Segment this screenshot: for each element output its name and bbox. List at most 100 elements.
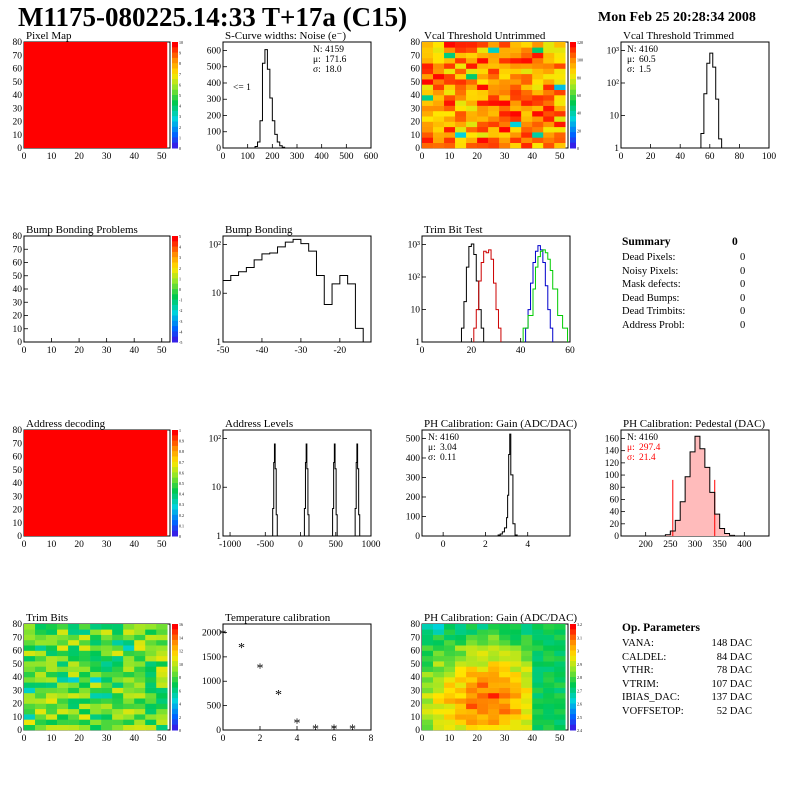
summary-title: Summary [622,236,671,248]
chart-svg: Vcal Threshold Untrimmed 0 10 20 30 40 50 0 10 20… [411,30,584,162]
address-peak [303,443,310,537]
colorbar-segment [172,142,178,149]
svg-text:*: * [238,641,245,656]
colorbar-label: 2.7 [577,688,582,693]
x-tick-label: -20 [334,346,347,356]
colorbar-segment [172,126,178,133]
colorbar-label: 7 [179,72,181,77]
pedestal-fill [665,436,735,536]
colorbar-segment [172,687,178,694]
colorbar-segment [570,714,576,720]
x-tick-label: 0 [22,346,27,356]
colorbar-label: 9 [179,51,181,56]
colorbar-label: -4 [179,329,182,334]
colorbar-segment [172,498,178,505]
chart-svg: Vcal Threshold Trimmed 0 20 40 60 80 100 1 10 10²… [607,30,777,162]
op-parameter-label: VTHR: [622,665,654,676]
colorbar-segment [172,262,178,269]
chart-svg: PH Calibration: Gain (ADC/DAC)0 10 20 30 40 5… [411,612,583,744]
x-tick-label: 100 [241,152,256,162]
colorbar-segment [172,63,178,69]
chart-title: Temperature calibration [225,612,331,624]
colorbar-label: 8 [179,61,181,66]
x-tick-label: 0 [298,540,303,550]
colorbar-label: 0 [179,287,181,292]
chart-title: Pixel Map [26,30,72,42]
chart-bump-bonding: Bump Bonding -50 -40 -30 -20 1 10 10² [199,222,393,412]
colorbar-segment [570,698,576,704]
x-tick-label: 30 [102,152,112,162]
colorbar-segment [570,719,576,726]
colorbar-segment [172,251,178,258]
x-tick-label: 0 [420,152,425,162]
colorbar-segment [570,95,576,101]
colorbar-segment [570,624,576,630]
y-tick-label: 40 [13,285,23,295]
x-tick-label: 40 [129,734,139,744]
colorbar-label: 2 [179,715,181,720]
colorbar-label: 40 [577,111,581,116]
chart-ph-pedestal: PH Calibration: Pedestal (DAC) 200 250 300 3… [597,416,791,606]
y-tick-label: 10 [13,519,23,529]
y-tick-label: 50 [13,466,23,476]
stat-label: μ: [428,443,436,453]
y-tick-label: 10³ [408,240,421,250]
chart-title: Bump Bonding [225,224,293,236]
y-tick-label: 60 [13,65,23,75]
colorbar-segment [172,273,178,279]
x-tick-label: 0 [22,734,27,744]
y-tick-label: 30 [13,298,23,308]
colorbar-segment [570,655,576,662]
x-tick-label: 8 [369,734,374,744]
colorbar-label: 0.2 [179,513,184,518]
colorbar-label: 10 [179,40,183,45]
colorbar-segment [172,509,178,516]
colorbar-label: 0.8 [179,449,184,454]
y-tick-label: 100 [406,512,421,522]
colorbar-segment [172,714,178,720]
y-tick-label: 10 [13,713,23,723]
y-tick-label: 120 [605,459,620,469]
colorbar-label: -1 [179,298,182,303]
colorbar-segment [172,472,178,479]
y-tick-label: 0 [17,726,22,736]
x-tick-label: 20 [74,734,84,744]
colorbar-segment [570,137,576,144]
x-tick-label: 10 [47,346,57,356]
colorbar-segment [172,89,178,96]
summary-panel: Summary 0 Dead Pixels: 0 Noisy Pixels: 0 Mas… [622,236,772,336]
y-tick-label: 200 [207,111,222,121]
colorbar-segment [570,671,576,678]
y-tick-label: 60 [610,495,620,505]
summary-label: Address Probl: [622,319,685,331]
chart-svg: Bump Bonding -50 -40 -30 -20 1 10 10² [209,224,372,356]
colorbar-segment [172,629,178,636]
colorbar-label: 4 [179,104,181,109]
op-parameter-label: VOFFSETOP: [622,705,684,717]
chart-trim-bit-test: Trim Bit Test 0 20 40 60 1 10 10² 10³ [398,222,592,412]
y-tick-label: 10 [212,289,222,299]
trim-series-1 [473,249,502,342]
chart-title: PH Calibration: Gain (ADC/DAC) [424,612,577,624]
chart-temperature-calibration: Temperature calibration 0 2 4 6 8 0 500 1000 1500… [199,610,393,800]
colorbar-segment [172,456,178,463]
y-tick-label: 70 [13,633,23,643]
op-parameter-value: 137 DAC [711,692,752,703]
x-tick-label: 30 [102,346,112,356]
stat-value: 60.5 [639,55,656,65]
colorbar-segment [172,84,178,91]
x-tick-label: 50 [157,540,167,550]
x-tick-label: 0 [221,152,226,162]
colorbar-label: 0.1 [179,523,184,528]
colorbar-segment [172,246,178,253]
y-tick-label: 10³ [607,46,620,56]
x-tick-label: 40 [527,734,537,744]
y-tick-label: 300 [207,95,222,105]
colorbar-segment [172,132,178,138]
x-tick-label: -40 [256,346,269,356]
y-tick-label: 100 [207,128,222,138]
colorbar-segment [172,336,178,343]
y-tick-label: 0 [216,726,221,736]
trim-series-2 [525,245,554,342]
op-parameter-label: IBIAS_DAC: [622,692,680,703]
